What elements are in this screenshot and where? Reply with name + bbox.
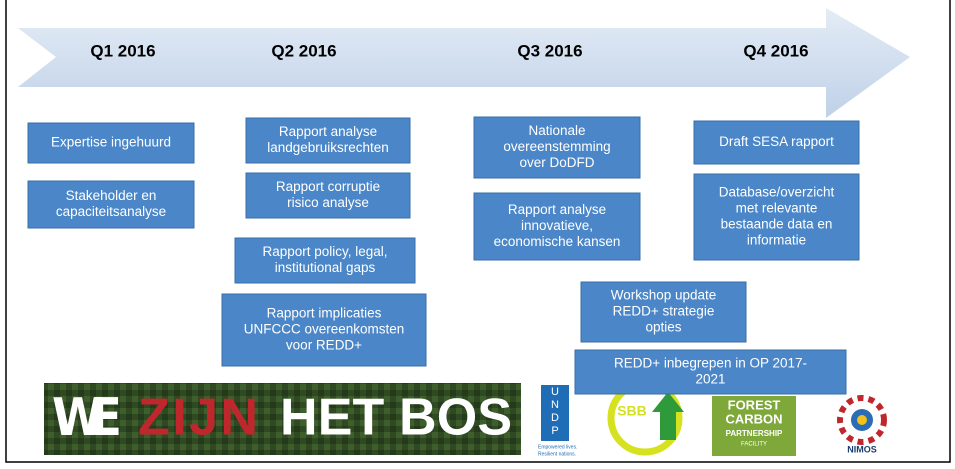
milestone-box [27,180,195,229]
logo-nimos: NIMOS [837,395,887,454]
milestone-text: over DoDFD [519,155,594,170]
undp-tagline: Empowered lives. [538,444,577,450]
sbb-text: SBB [617,403,647,419]
nimos-text: NIMOS [847,444,877,454]
logo-fcpf: FOREST CARBON PARTNERSHIP FACILITY [712,396,796,456]
milestone-text: Workshop update [611,288,717,303]
milestone-text: REDD+ strategie [613,304,715,319]
milestone-text: institutional gaps [275,260,376,275]
fcpf-text: PARTNERSHIP [726,429,783,438]
milestone-box [693,173,860,261]
milestone-text: Rapport policy, legal, [262,244,387,259]
milestone-text: informatie [747,233,806,248]
milestone-text: innovatieve, [521,218,593,233]
milestone-text: Expertise ingehuurd [51,135,171,150]
quarter-label: Q1 2016 [90,41,155,60]
milestone-box [693,120,860,165]
milestone-text: REDD+ inbegrepen in OP 2017- [614,356,807,371]
undp-letter: N [551,399,559,411]
milestone-text: Rapport analyse [279,124,377,139]
frame [5,0,951,463]
fcpf-text: FOREST [728,397,781,412]
milestone-text: Rapport analyse [508,202,606,217]
milestone-text: met relevante [736,201,818,216]
milestone-box [221,293,427,367]
quarter-label: Q3 2016 [517,41,582,60]
milestone-text: landgebruiksrechten [267,140,389,155]
milestone-text: Nationale [528,123,585,138]
milestone-box [473,192,641,261]
fcpf-text: CARBON [725,411,782,426]
undp-tagline: Resilient nations. [538,451,576,457]
milestone-box [473,116,641,179]
quarter-label: Q2 2016 [271,41,336,60]
milestone-text: voor REDD+ [286,338,362,353]
banner-word: ZIJN [138,389,258,447]
logo-banner: WE ZIJN HET BOS [44,383,521,455]
milestone-text: Draft SESA rapport [719,134,834,149]
milestone-text: UNFCCC overeenkomsten [244,322,405,337]
milestone-text: Database/overzicht [719,185,835,200]
milestone-text: Rapport corruptie [276,179,380,194]
milestone-text: Stakeholder en [66,188,157,203]
milestone-text: economische kansen [494,234,621,249]
fcpf-text: FACILITY [741,442,767,448]
milestone-text: capaciteitsanalyse [56,204,166,219]
milestone-text: bestaande data en [721,217,833,232]
milestone-box [27,122,195,164]
milestone-text: Rapport implicaties [267,306,382,321]
undp-letter: U [551,386,559,398]
logo-undp: U N D P Empowered lives. Resilient natio… [538,385,577,457]
milestone-text: risico analyse [287,195,369,210]
banner-word: HET BOS [280,389,512,447]
milestone-text: 2021 [695,372,725,387]
milestone-box [574,349,847,395]
milestone-box [580,281,747,343]
undp-letter: D [551,412,559,424]
milestone-box [234,237,416,284]
milestone-text: opties [645,320,681,335]
quarter-label: Q4 2016 [743,41,808,60]
banner-word: WE [52,388,122,448]
timeline-arrow [18,8,910,118]
milestone-text: overeenstemming [503,139,610,154]
milestone-box [245,117,411,164]
milestone-box [245,172,411,219]
undp-letter: P [551,425,558,437]
